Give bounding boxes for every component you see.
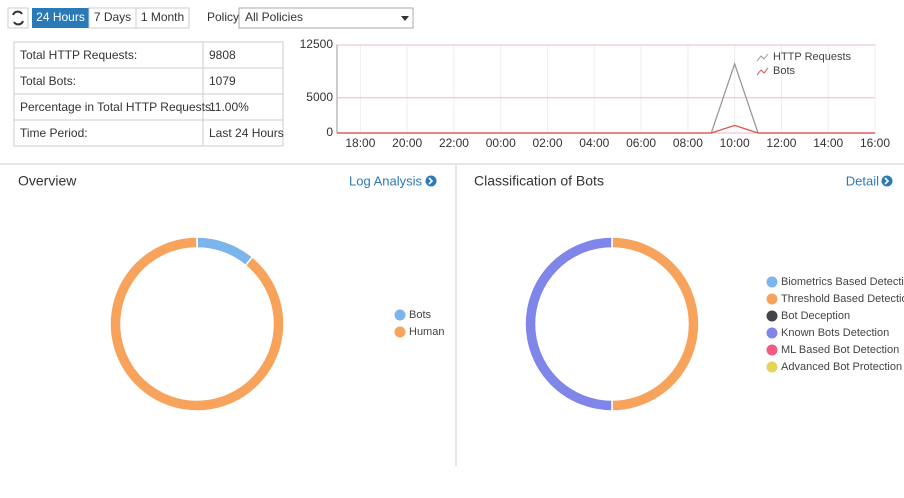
summary-value: Last 24 Hours	[209, 126, 284, 140]
legend-marker	[766, 344, 778, 356]
legend-label: Bots	[409, 309, 432, 321]
legend-marker	[766, 361, 778, 373]
summary-label: Percentage in Total HTTP Requests:	[20, 100, 214, 114]
refresh-icon	[12, 10, 24, 26]
plot-area	[336, 44, 876, 134]
summary-value: 1079	[209, 74, 236, 88]
x-tick-label: 20:00	[392, 136, 422, 150]
legend-label: HTTP Requests	[773, 51, 852, 63]
x-tick-label: 06:00	[626, 136, 656, 150]
legend-label: Biometrics Based Detection	[781, 276, 904, 288]
legend-label: ML Based Bot Detection	[781, 344, 899, 356]
legend-marker	[766, 293, 778, 305]
donut-slice	[109, 236, 285, 412]
range-label[interactable]: 7 Days	[94, 10, 131, 24]
series-line	[337, 124, 875, 134]
range-label[interactable]: 1 Month	[141, 10, 184, 24]
x-tick-label: 12:00	[766, 136, 796, 150]
x-tick-label: 08:00	[673, 136, 703, 150]
legend-label: Bot Deception	[781, 310, 850, 322]
donut-slice	[524, 236, 613, 412]
x-tick-label: 04:00	[579, 136, 609, 150]
y-tick-label: 0	[326, 125, 333, 139]
legend-marker	[766, 310, 778, 322]
x-tick-label: 14:00	[813, 136, 843, 150]
policy-label: Policy	[207, 10, 239, 24]
legend-label: Bots	[773, 65, 796, 77]
x-tick-label: 10:00	[720, 136, 750, 150]
range-button[interactable]	[32, 8, 89, 28]
donut-slice	[611, 236, 700, 412]
range-label[interactable]: 24 Hours	[36, 10, 85, 24]
x-tick-label: 00:00	[486, 136, 516, 150]
legend-label: Known Bots Detection	[781, 327, 889, 339]
summary-label: Total HTTP Requests:	[20, 48, 137, 62]
x-tick-label: 18:00	[345, 136, 375, 150]
dropdown-arrow	[401, 16, 409, 21]
legend-marker	[766, 327, 778, 339]
legend-icon	[756, 67, 769, 76]
link[interactable]: Log Analysis	[349, 173, 422, 188]
legend-marker	[766, 276, 778, 288]
legend-label: Human	[409, 326, 444, 338]
legend-label: Threshold Based Detection	[781, 293, 904, 305]
x-tick-label: 02:00	[533, 136, 563, 150]
summary-value: 11.00%	[209, 100, 249, 114]
donut-slice	[196, 236, 254, 267]
y-tick-label: 5000	[306, 90, 333, 104]
legend-marker	[394, 309, 406, 321]
summary-label: Total Bots:	[20, 74, 76, 88]
policy-select[interactable]	[238, 7, 414, 29]
legend-marker	[394, 326, 406, 338]
section-title: Classification of Bots	[474, 173, 604, 189]
range-button[interactable]	[135, 7, 190, 29]
section-title: Overview	[18, 173, 77, 189]
x-tick-label: 22:00	[439, 136, 469, 150]
summary-value: 9808	[209, 48, 236, 62]
link-icon-arrow	[428, 177, 434, 185]
legend-label: Advanced Bot Protection	[781, 361, 902, 373]
link-icon-arrow	[884, 177, 890, 185]
summary-label: Time Period:	[20, 126, 88, 140]
policy-value[interactable]: All Policies	[245, 10, 303, 24]
y-tick-label: 12500	[300, 37, 334, 51]
legend-icon	[756, 53, 769, 62]
x-tick-label: 16:00	[860, 136, 890, 150]
link[interactable]: Detail	[846, 173, 879, 188]
